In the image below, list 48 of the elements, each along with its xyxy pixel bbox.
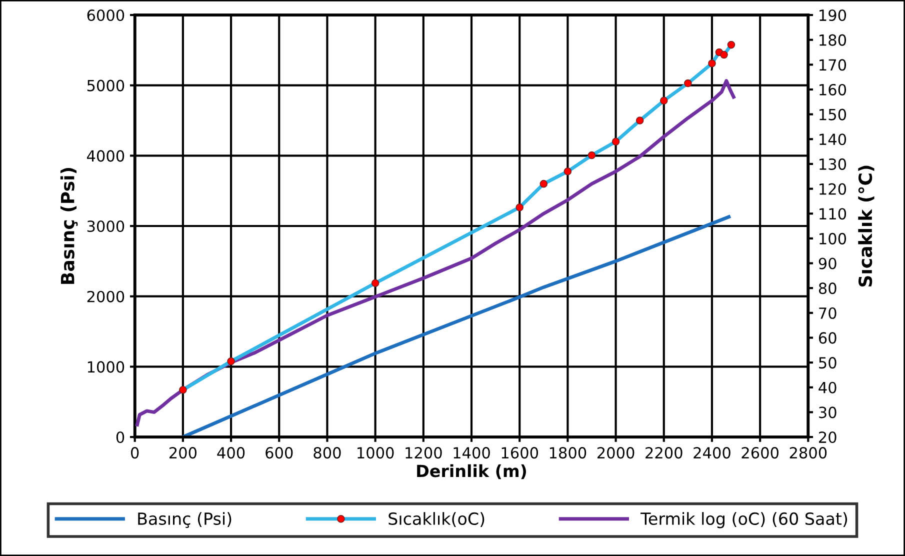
y2-tick-label: 90: [818, 258, 836, 270]
x-tick-label: 400: [217, 447, 245, 459]
y2-tick-label: 180: [820, 34, 846, 46]
y2-tick-label: 150: [820, 108, 846, 120]
y-tick-label: 1000: [88, 361, 124, 373]
y2-tick-label: 140: [820, 134, 846, 146]
y2-tick-label: 30: [819, 406, 836, 418]
y2-tick-label: 60: [818, 332, 836, 344]
x-tick-label: 2200: [646, 447, 682, 459]
x-axis-title: Derinlik (m): [417, 464, 526, 480]
x-tick-label: 1000: [358, 447, 394, 459]
legend-label: Basınç (Psi): [138, 512, 232, 528]
x-tick-label: 600: [266, 447, 293, 459]
legend-label: Termik log (oC) (60 Saat): [640, 512, 848, 528]
y2-tick-label: 110: [820, 208, 846, 220]
line-series: [136, 79, 736, 426]
x-tick-label: 2000: [597, 447, 634, 459]
x-tick-label: 800: [314, 447, 341, 459]
y2-tick-label: 130: [820, 158, 846, 170]
y-axis-title: Basınç (Psi): [60, 168, 78, 284]
y2-tick-label: 190: [820, 9, 846, 22]
y-tick-label: 6000: [87, 9, 124, 22]
legend-label: Sıcaklık(oC): [388, 512, 484, 527]
x-tick-label: 2600: [742, 447, 778, 459]
y2-tick-label: 70: [819, 307, 836, 319]
y2-tick-label: 160: [820, 84, 846, 96]
x-tick-label: 200: [169, 447, 197, 459]
x-tick-label: 1600: [502, 447, 538, 459]
y2-tick-label: 50: [819, 357, 836, 369]
y2-tick-label: 20: [819, 431, 836, 444]
x-tick-label: 1400: [454, 447, 490, 459]
y2-tick-label: 80: [818, 282, 836, 294]
x-tick-label: 2800: [790, 447, 827, 459]
x-tick-label: 1800: [550, 447, 586, 459]
y-tick-label: 0: [116, 431, 124, 444]
y2-tick-label: 120: [820, 183, 846, 195]
y2-tick-label: 40: [818, 382, 836, 394]
y-tick-label: 2000: [87, 290, 124, 302]
x-tick-label: 1200: [406, 447, 442, 459]
y-tick-label: 4000: [86, 150, 124, 162]
y2-tick-label: 100: [820, 232, 846, 244]
y2-tick-label: 170: [820, 59, 846, 71]
line-series: [181, 215, 731, 438]
x-tick-label: 2400: [694, 447, 730, 459]
y-tick-label: 5000: [87, 80, 124, 92]
x-tick-label: 0: [130, 447, 139, 459]
y-tick-label: 3000: [87, 220, 124, 232]
y2-axis-title: Sıcaklık (°C): [858, 166, 874, 286]
